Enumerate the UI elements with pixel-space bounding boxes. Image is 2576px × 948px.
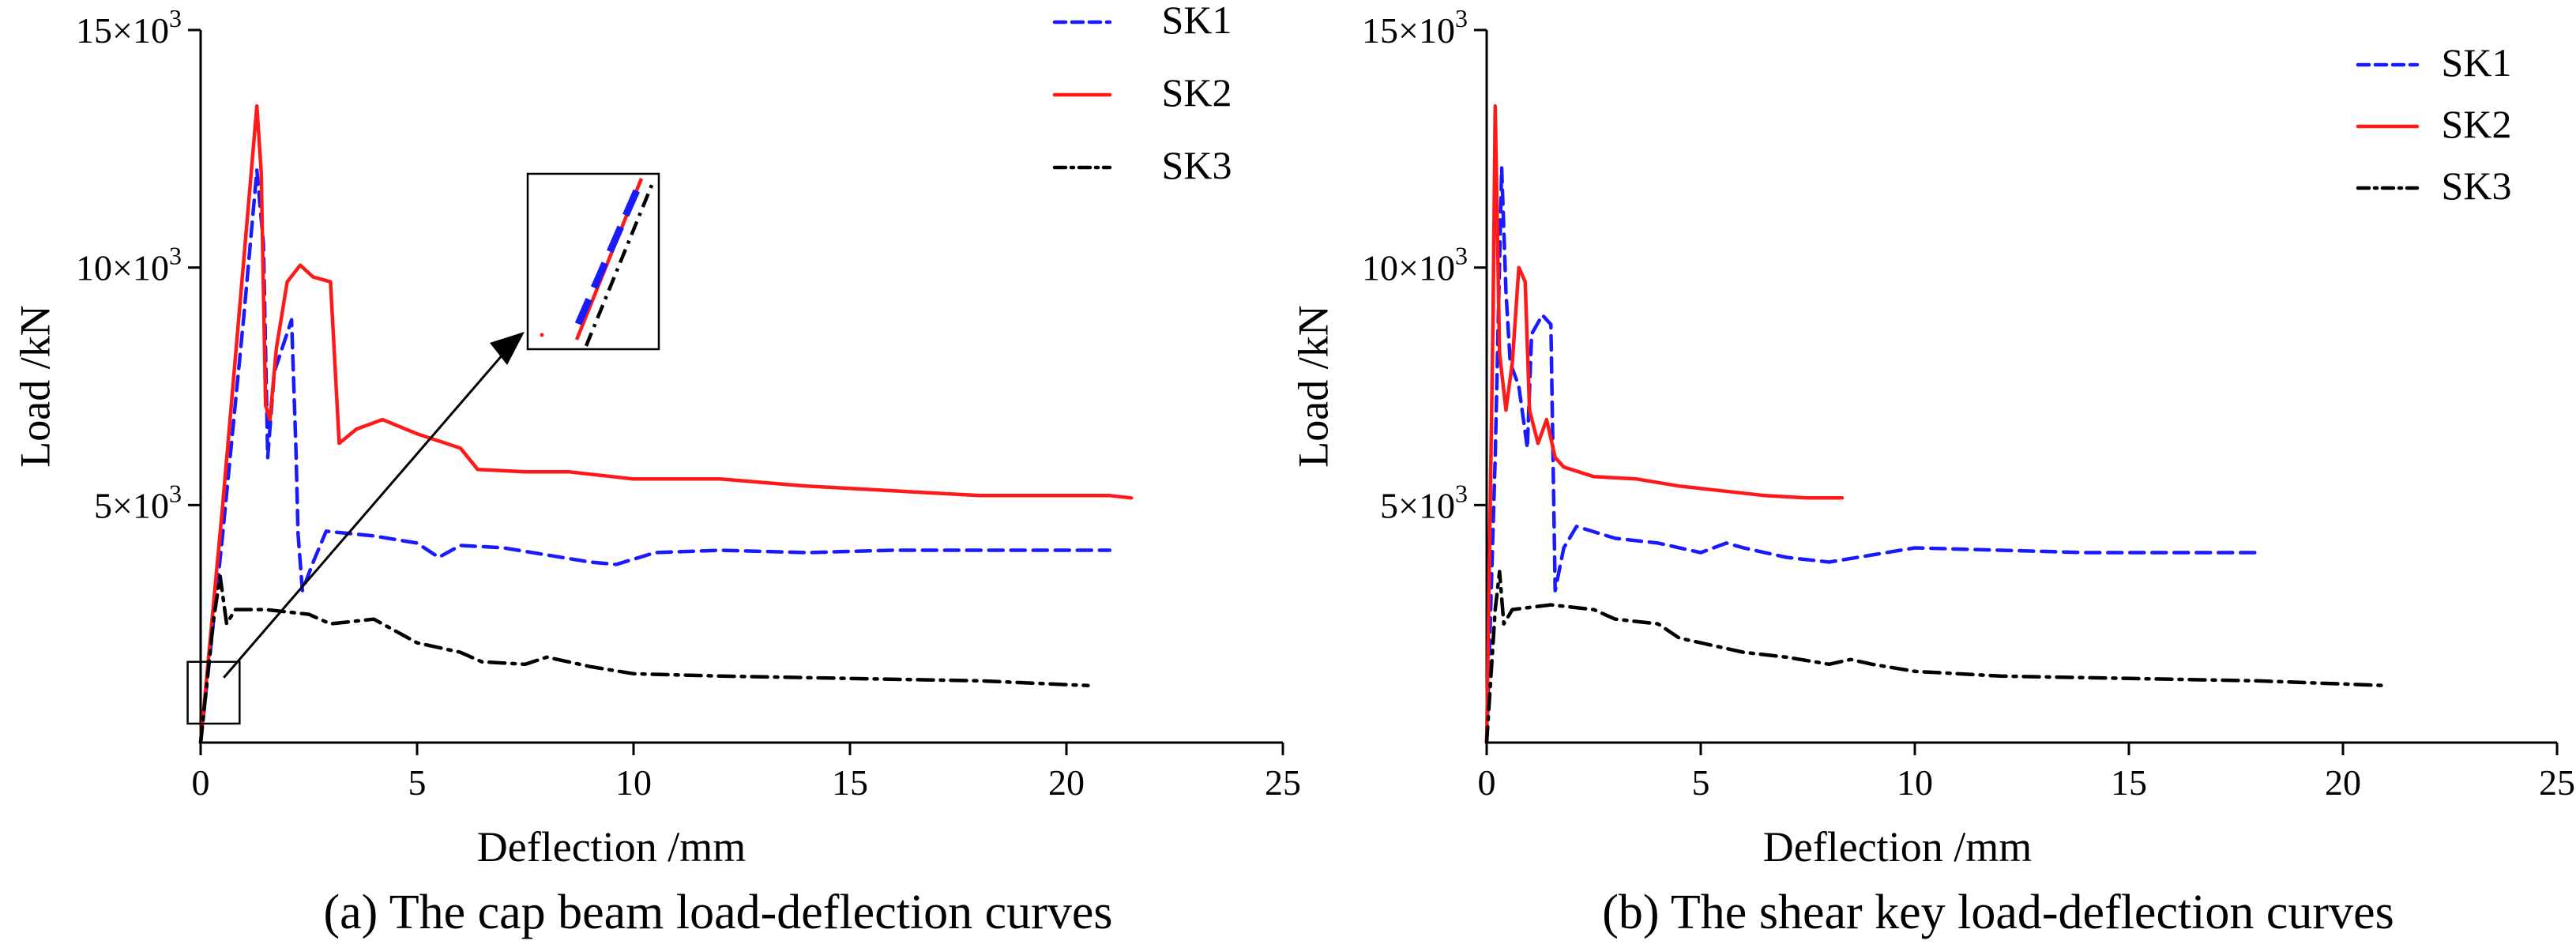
x-tick-label: 20 bbox=[1048, 762, 1085, 803]
y-tick-label: 10×103 bbox=[1362, 242, 1468, 288]
x-tick-label: 10 bbox=[615, 762, 652, 803]
x-tick-label: 15 bbox=[2111, 762, 2147, 803]
inset-sk1-line bbox=[574, 182, 644, 325]
y-axis-title: Load /kN bbox=[1289, 305, 1337, 467]
y-tick-label: 5×103 bbox=[1380, 479, 1468, 525]
panel-caption: (b) The shear key load-deflection curves bbox=[1602, 886, 2394, 939]
y-tick-label-exponent: 3 bbox=[169, 4, 182, 32]
series-line-sk2 bbox=[198, 103, 1134, 745]
series-line-sk1 bbox=[1484, 166, 2259, 745]
x-tick-label: 25 bbox=[2539, 762, 2575, 803]
y-tick-label: 10×103 bbox=[76, 242, 182, 288]
panel-cap-beam: 0 5 10 15 20 25 5×103 10×103 15×103 Deflection /m… bbox=[11, 0, 1301, 939]
y-tick-label-exponent: 3 bbox=[1455, 4, 1468, 32]
zoom-arrow-head bbox=[490, 332, 525, 365]
series-line-sk3 bbox=[1484, 570, 2388, 745]
inset-marker bbox=[540, 333, 544, 337]
legend-label-sk1: SK1 bbox=[1162, 0, 1232, 42]
x-tick-label: 5 bbox=[408, 762, 427, 803]
panel-caption: (a) The cap beam load-deflection curves bbox=[324, 886, 1113, 939]
y-tick-label-exponent: 3 bbox=[169, 242, 182, 270]
x-tick-label: 10 bbox=[1897, 762, 1933, 803]
x-tick-label: 20 bbox=[2325, 762, 2361, 803]
x-axis-title: Deflection /mm bbox=[1763, 823, 2032, 871]
legend-label-sk3: SK3 bbox=[2442, 164, 2512, 208]
legend-label-sk1: SK1 bbox=[2442, 40, 2512, 85]
zoom-region-box bbox=[186, 660, 241, 725]
inset-box bbox=[526, 172, 660, 351]
x-tick-label: 25 bbox=[1265, 762, 1301, 803]
series-line-sk2 bbox=[1484, 103, 1845, 745]
x-tick-label: 15 bbox=[832, 762, 868, 803]
y-tick-label-exponent: 3 bbox=[1455, 479, 1468, 507]
inset-sk3-line bbox=[584, 182, 655, 347]
x-tick-label: 0 bbox=[1478, 762, 1496, 803]
zoom-arrow-line bbox=[223, 347, 510, 679]
x-axis-title: Deflection /mm bbox=[477, 823, 746, 871]
series-line-sk1 bbox=[198, 168, 1112, 745]
series-line-sk3 bbox=[198, 574, 1090, 745]
panel-shear-key: 0 5 10 15 20 25 5×103 10×103 15×103 Deflection /m… bbox=[1289, 4, 2575, 939]
x-tick-label: 5 bbox=[1692, 762, 1710, 803]
legend-label-sk3: SK3 bbox=[1162, 143, 1232, 187]
y-tick-label-exponent: 3 bbox=[1455, 242, 1468, 270]
y-axis-title: Load /kN bbox=[11, 305, 58, 467]
y-tick-label: 15×103 bbox=[76, 4, 182, 51]
y-tick-label-exponent: 3 bbox=[169, 479, 182, 507]
y-tick-label: 15×103 bbox=[1362, 4, 1468, 51]
y-tick-label: 5×103 bbox=[94, 479, 182, 525]
legend-label-sk2: SK2 bbox=[1162, 70, 1232, 115]
x-tick-label: 0 bbox=[192, 762, 210, 803]
legend-label-sk2: SK2 bbox=[2442, 102, 2512, 146]
